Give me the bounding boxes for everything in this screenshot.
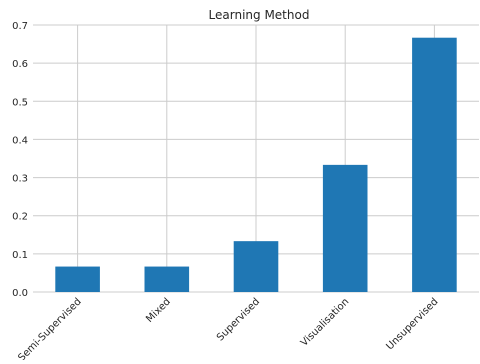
- bar-mixed: [144, 266, 190, 292]
- y-tick-label: 0.7: [12, 21, 28, 32]
- y-tick-label: 0.6: [12, 59, 28, 70]
- x-tick-label: Supervised: [215, 296, 262, 343]
- y-tick-label: 0.0: [12, 288, 28, 299]
- x-tick-label: Mixed: [144, 296, 173, 325]
- x-tick-label: Visualisation: [299, 296, 351, 348]
- bars: [55, 37, 457, 293]
- y-axis-ticks: 0.0 0.1 0.2 0.3 0.4 0.5 0.6 0.7: [12, 21, 28, 299]
- y-tick-label: 0.5: [12, 97, 28, 108]
- bar-visualisation: [322, 164, 368, 292]
- y-tick-label: 0.1: [12, 250, 28, 261]
- bar-supervised: [233, 241, 279, 292]
- bar-unsupervised: [412, 37, 457, 293]
- x-tick-label: Semi-Supervised: [16, 296, 83, 360]
- y-tick-label: 0.3: [12, 174, 28, 185]
- y-tick-label: 0.4: [12, 135, 28, 146]
- y-tick-label: 0.2: [12, 212, 28, 223]
- chart-title: Learning Method: [209, 8, 310, 22]
- bar-semi-supervised: [55, 266, 100, 292]
- x-tick-label: Unsupervised: [384, 296, 440, 352]
- x-axis-ticks: Semi-Supervised Mixed Supervised Visualisat…: [16, 296, 440, 363]
